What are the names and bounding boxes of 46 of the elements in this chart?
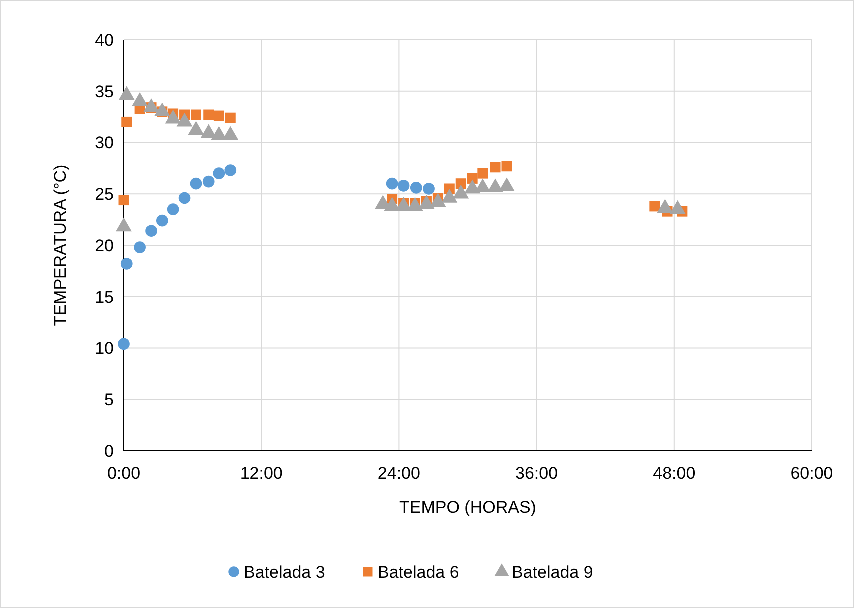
legend-label: Batelada 3: [244, 563, 326, 582]
point: [478, 168, 488, 179]
y-tick-label: 15: [95, 288, 114, 307]
y-tick-label: 25: [95, 185, 114, 204]
point: [502, 161, 512, 172]
point: [178, 192, 191, 204]
legend-label: Batelada 6: [378, 563, 460, 582]
point: [134, 242, 146, 254]
point: [224, 164, 237, 176]
point: [190, 110, 202, 120]
legend-label: Batelada 9: [512, 563, 594, 582]
point: [213, 168, 226, 180]
point: [650, 201, 660, 212]
y-tick-label: 5: [104, 390, 114, 410]
y-tick-label: 20: [95, 236, 114, 256]
point: [202, 176, 215, 188]
point: [118, 195, 130, 206]
point: [146, 225, 158, 238]
point: [225, 112, 236, 124]
x-tick-label: 12:00: [240, 464, 283, 483]
x-tick-label: 60:00: [790, 464, 834, 483]
y-tick-label: 10: [95, 339, 114, 358]
x-tick-label: 48:00: [653, 464, 696, 483]
point: [120, 258, 133, 270]
point: [490, 162, 501, 173]
y-tick-label: 30: [95, 134, 114, 153]
x-tick-label: 0:00: [107, 464, 141, 483]
x-axis-title: TEMPO (HORAS): [400, 498, 536, 517]
point: [167, 204, 180, 216]
point: [122, 116, 132, 128]
point: [386, 178, 398, 190]
point: [118, 338, 130, 350]
x-tick-label: 24:00: [378, 464, 420, 483]
point: [398, 180, 410, 192]
point: [410, 182, 422, 194]
point: [190, 178, 202, 190]
point: [214, 110, 224, 122]
x-tick-label: 36:00: [516, 464, 558, 483]
y-tick-label: 35: [95, 82, 114, 102]
y-tick-label: 0: [104, 442, 114, 461]
y-axis-title: TEMPERATURA (°C): [51, 164, 70, 326]
y-tick-label: 40: [95, 30, 114, 50]
point: [156, 214, 168, 227]
point: [423, 183, 435, 195]
point: [456, 178, 466, 190]
point: [204, 110, 214, 120]
